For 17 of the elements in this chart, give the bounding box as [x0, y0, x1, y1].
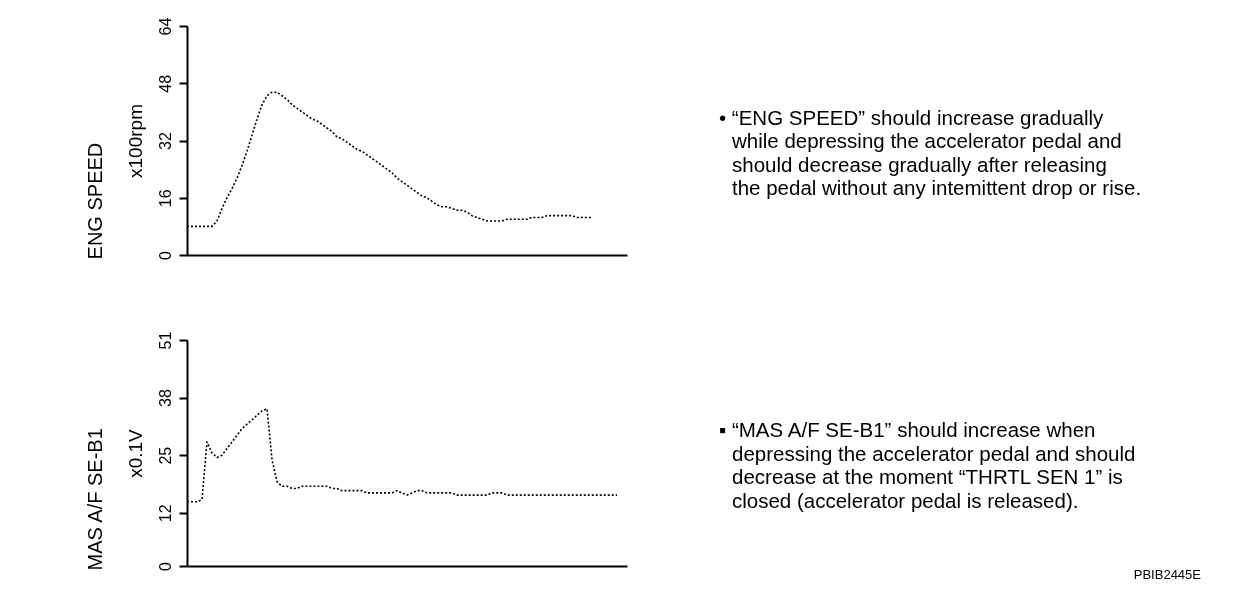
y-tick-label: 0 — [156, 250, 174, 260]
text: PBIB2445E — [1133, 567, 1202, 582]
text: ENG SPEED — [84, 142, 106, 260]
text: MAS A/F SE-B1 — [84, 428, 106, 571]
text: • “ENG SPEED” should increase gradually while depressing the accelerator pedal and should decrease gradually after releasing the pedal without any intemittent drop or rise. — [719, 105, 1142, 200]
y-tick-label: 25 — [156, 446, 174, 465]
y-tick-label: 51 — [156, 331, 174, 350]
y-tick-label: 38 — [156, 389, 174, 408]
y-tick-label: 0 — [156, 561, 174, 571]
text: ▪ “MAS A/F SE-B1” should increase when depressing the accelerator pedal and should decrease at the moment “THRTL SEN 1” is closed (accelerator pedal is released). — [719, 418, 1136, 512]
y-axis-title: x100rpm — [124, 104, 146, 178]
y-tick-label: 32 — [156, 132, 174, 150]
y-tick-label: 64 — [156, 17, 174, 36]
y-axis-title: x0.1V — [124, 428, 146, 478]
y-tick-label: 12 — [156, 504, 174, 523]
y-tick-label: 16 — [156, 189, 174, 208]
y-tick-label: 48 — [156, 74, 174, 93]
